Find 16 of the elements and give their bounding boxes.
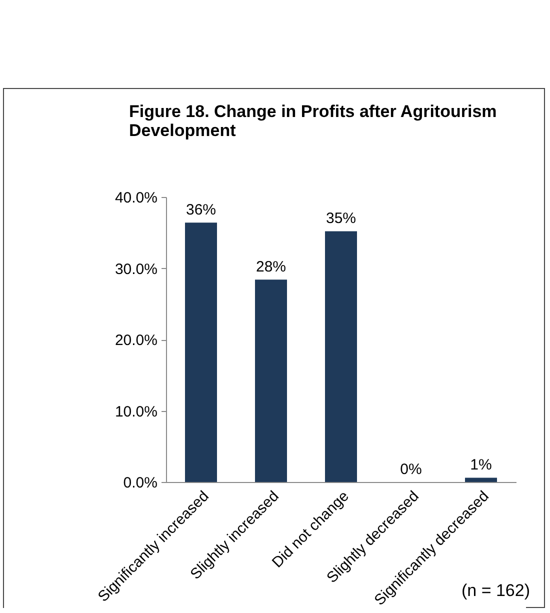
y-tick-label: 0.0% [123,474,158,492]
bar [255,280,287,482]
data-label: 1% [470,456,492,474]
data-label: 0% [400,461,422,478]
text: (n = 162) [461,581,530,601]
y-tick-label: 40.0% [114,190,158,206]
bar [465,478,497,482]
y-tick-label: 20.0% [114,332,158,349]
bar [185,222,217,482]
data-label: 36% [186,202,216,219]
bar [325,231,357,482]
y-tick-label: 30.0% [114,260,158,278]
data-label: 28% [256,258,286,276]
y-tick-label: 10.0% [114,403,158,420]
data-label: 35% [326,210,356,228]
chart-title: Figure 18. Change in Profits after Agritourism Development [129,102,497,140]
